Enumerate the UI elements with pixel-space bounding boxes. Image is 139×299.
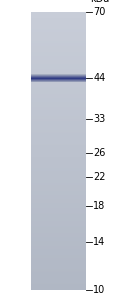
Text: 22: 22: [93, 172, 106, 182]
Text: 14: 14: [93, 237, 105, 247]
Text: 33: 33: [93, 115, 105, 124]
Text: 70: 70: [93, 7, 106, 17]
Text: 10: 10: [93, 285, 105, 295]
Text: 44: 44: [93, 73, 105, 83]
Text: kDa: kDa: [90, 0, 110, 4]
Text: 26: 26: [93, 149, 106, 158]
Text: 18: 18: [93, 201, 105, 211]
